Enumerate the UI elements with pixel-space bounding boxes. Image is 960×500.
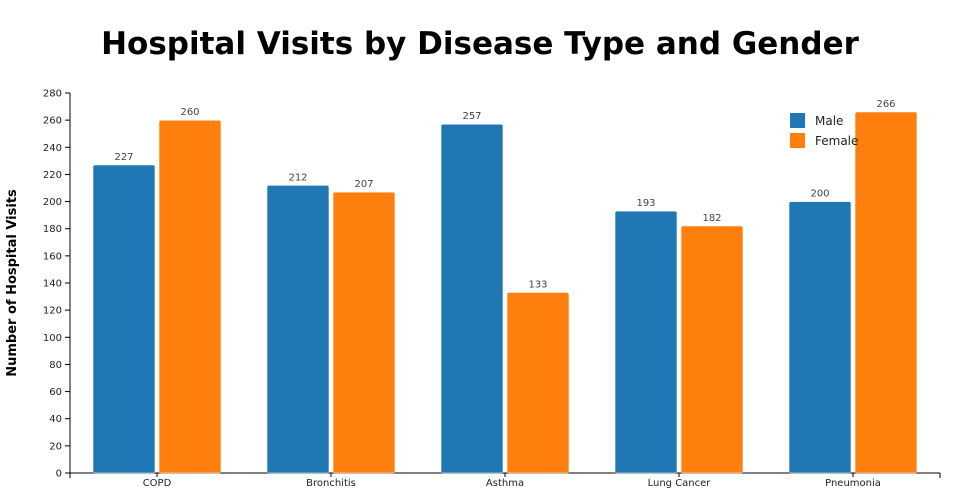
y-tick-label: 80 [49,360,62,371]
bar-female-asthma[interactable] [506,292,570,474]
legend-label-female: Female [815,134,858,148]
bar-value-label: 182 [702,213,721,224]
y-tick-label: 200 [43,197,62,208]
bar-male-copd[interactable] [92,164,156,474]
legend-swatch-female [790,133,805,148]
bar-male-pneumonia[interactable] [788,201,852,474]
chart-title: Hospital Visits by Disease Type and Gend… [101,26,860,62]
y-axis-label: Number of Hospital Visits [5,189,20,377]
x-tick-label: COPD [143,478,172,489]
y-tick-label: 20 [49,441,62,452]
bar-value-label: 207 [354,179,373,190]
x-tick-label: Pneumonia [825,478,881,489]
y-tick-label: 280 [43,89,62,100]
bar-value-label: 133 [528,280,547,291]
y-tick-label: 0 [56,469,62,480]
bar-value-label: 193 [636,198,655,209]
bar-value-label: 212 [288,172,307,183]
y-tick-label: 140 [43,279,62,290]
legend-label-male: Male [815,114,843,128]
bar-male-asthma[interactable] [440,123,504,474]
y-tick-label: 260 [43,116,62,127]
y-tick-label: 240 [43,143,62,154]
bar-value-label: 200 [810,189,829,200]
y-tick-label: 120 [43,306,62,317]
x-tick-label: Asthma [486,478,524,489]
legend: Male Female [790,113,858,148]
y-tick-label: 180 [43,224,62,235]
bar-female-pneumonia[interactable] [854,111,918,474]
bar-female-copd[interactable] [158,119,222,474]
y-tick-label: 40 [49,414,62,425]
y-tick-label: 100 [43,333,62,344]
y-tick-label: 160 [43,251,62,262]
bar-female-lung-cancer[interactable] [680,225,744,474]
bar-male-bronchitis[interactable] [266,184,330,474]
x-tick-label: Bronchitis [306,478,356,489]
bar-value-label: 260 [180,107,199,118]
bar-male-lung-cancer[interactable] [614,210,678,474]
x-tick-label: Lung Cancer [648,478,712,489]
bar-female-bronchitis[interactable] [332,191,396,474]
bar-value-label: 266 [876,99,895,110]
y-tick-label: 60 [49,387,62,398]
legend-swatch-male [790,113,805,128]
y-tick-label: 220 [43,170,62,181]
bar-value-label: 227 [114,152,133,163]
bar-value-label: 257 [462,111,481,122]
